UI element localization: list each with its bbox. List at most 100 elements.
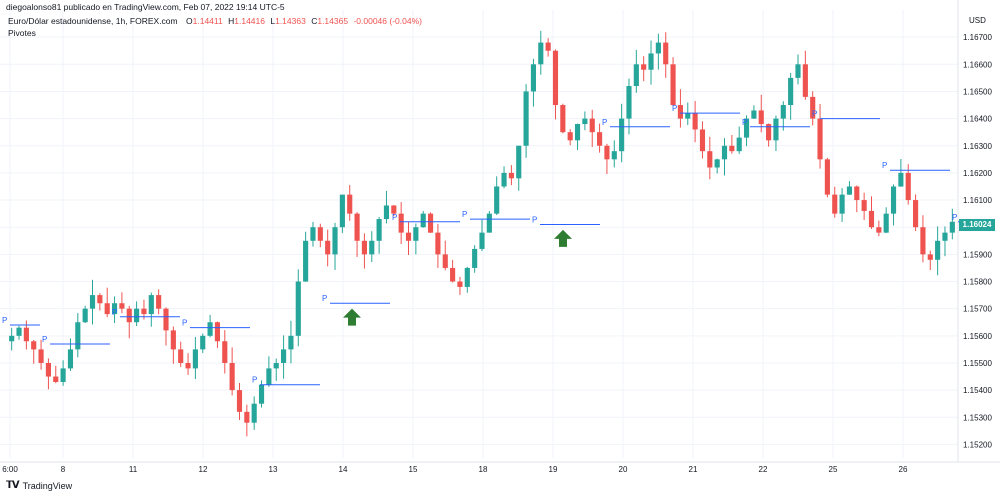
- candle-down: [552, 50, 559, 106]
- candle-down: [876, 227, 882, 233]
- candle-down: [854, 186, 860, 201]
- price-tick-label: 1.15300: [963, 413, 992, 422]
- indicator-legend[interactable]: Pivotes: [8, 28, 36, 38]
- candle-up: [303, 240, 309, 282]
- price-tick-label: 1.15700: [963, 305, 992, 314]
- candle-up: [60, 368, 66, 382]
- brand-name: TradingView: [22, 480, 73, 491]
- currency-label: USD: [969, 16, 986, 25]
- candle-up: [281, 349, 287, 363]
- candle-down: [641, 64, 647, 70]
- candle-up: [251, 403, 257, 423]
- pivot-label: P: [392, 213, 397, 222]
- candle-up: [134, 308, 140, 323]
- candle-up: [273, 362, 279, 369]
- up-arrow-icon: [343, 308, 361, 326]
- candle-down: [927, 254, 933, 260]
- candle-down: [222, 341, 228, 363]
- candle-down: [361, 240, 367, 255]
- candle-up: [200, 335, 206, 350]
- candle-up: [501, 172, 507, 187]
- pivot-label: P: [672, 104, 677, 113]
- candle-up: [82, 308, 88, 323]
- candle-up: [942, 232, 948, 241]
- candle-down: [156, 295, 162, 309]
- price-tick-label: 1.16700: [963, 33, 992, 42]
- price-tick-label: 1.15900: [963, 250, 992, 259]
- candle-down: [31, 341, 37, 350]
- candle-down: [457, 281, 463, 287]
- candle-up: [16, 327, 22, 336]
- candle-up: [494, 186, 500, 214]
- pivot-label: P: [112, 308, 117, 317]
- candle-down: [23, 327, 29, 342]
- candle-down: [126, 308, 132, 323]
- price-tick-label: 1.15400: [963, 386, 992, 395]
- candle-down: [692, 113, 698, 130]
- candle-down: [325, 240, 331, 255]
- candle-up: [582, 118, 588, 125]
- candle-up: [420, 213, 426, 228]
- candle-up: [846, 186, 853, 195]
- candle-up: [619, 118, 625, 152]
- candle-down: [53, 376, 59, 382]
- candle-up: [464, 267, 470, 287]
- symbol-name: Euro/Dólar estadounidense, 1h, FOREX.com: [8, 16, 178, 26]
- candle-down: [832, 194, 838, 214]
- candle-up: [721, 145, 728, 160]
- time-tick-label: 15: [409, 465, 418, 474]
- candle-up: [111, 303, 118, 315]
- candle-up: [516, 145, 522, 179]
- high-label: H: [228, 16, 235, 26]
- pivot-label: P: [952, 213, 957, 222]
- candle-down: [913, 200, 919, 228]
- candle-up: [736, 137, 742, 152]
- time-tick-label: 11: [129, 465, 138, 474]
- price-tick-label: 1.16100: [963, 196, 992, 205]
- price-tick-label: 1.16200: [963, 169, 992, 178]
- candle-down: [597, 132, 603, 146]
- candle-up: [773, 118, 779, 141]
- pivot-label: P: [532, 215, 537, 224]
- candle-down: [868, 210, 875, 228]
- pivot-label: P: [322, 294, 327, 303]
- candle-down: [185, 362, 191, 369]
- time-tick-label: 20: [619, 465, 628, 474]
- candle-up: [266, 368, 272, 385]
- candle-up: [523, 91, 529, 146]
- candle-up: [383, 205, 390, 220]
- candle-down: [119, 303, 125, 309]
- pivot-label: P: [42, 335, 47, 344]
- candle-down: [545, 42, 551, 51]
- candle-up: [310, 227, 316, 241]
- up-arrow-icon: [554, 229, 572, 247]
- candle-up: [339, 194, 345, 228]
- open-label: O: [186, 16, 193, 26]
- candle-up: [413, 227, 419, 241]
- candle-down: [817, 118, 823, 160]
- pivot-label: P: [2, 316, 7, 325]
- candle-down: [508, 172, 514, 179]
- time-tick-label: 6:00: [2, 465, 18, 474]
- candle-up: [883, 213, 889, 233]
- candle-down: [170, 330, 176, 350]
- candle-up: [530, 64, 537, 92]
- candle-down: [560, 105, 566, 133]
- candle-up: [685, 113, 691, 119]
- candle-up: [479, 232, 485, 249]
- candle-down: [567, 132, 573, 141]
- last-price-badge: 1.16024: [959, 219, 995, 231]
- time-tick-label: 12: [199, 465, 208, 474]
- low-value: 1.14363: [275, 16, 306, 26]
- candle-down: [163, 308, 169, 331]
- candle-down: [589, 118, 595, 133]
- candle-down: [920, 227, 926, 255]
- brand-footer[interactable]: 𝗧𝗩 TradingView: [6, 480, 72, 491]
- tradingview-logo-icon: 𝗧𝗩: [6, 480, 20, 491]
- candle-up: [67, 349, 74, 369]
- candle-down: [810, 96, 816, 119]
- time-tick-label: 26: [899, 465, 908, 474]
- time-tick-label: 19: [549, 465, 558, 474]
